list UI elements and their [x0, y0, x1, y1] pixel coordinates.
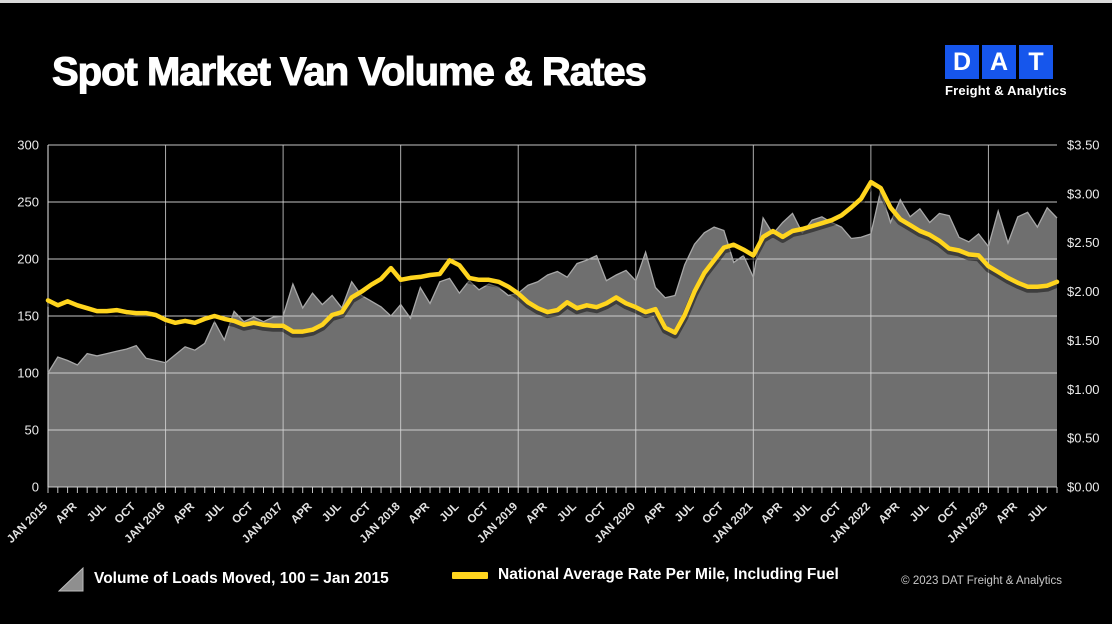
legend-volume: Volume of Loads Moved, 100 = Jan 2015 — [58, 566, 389, 592]
x-axis-tick: OCT — [465, 501, 491, 527]
copyright-text: © 2023 DAT Freight & Analytics — [901, 575, 1062, 587]
x-axis-tick: OCT — [583, 501, 609, 527]
x-axis-tick: OCT — [348, 501, 374, 527]
left-axis-tick: 50 — [25, 423, 39, 438]
x-axis-tick: OCT — [936, 501, 962, 527]
right-axis-tick: $3.50 — [1067, 138, 1100, 153]
page-title: Spot Market Van Volume & Rates — [51, 49, 647, 94]
x-axis-tick: JUL — [673, 501, 697, 525]
right-axis-tick: $3.00 — [1067, 186, 1100, 201]
logo-letter-a: A — [982, 45, 1016, 79]
top-strip — [0, 0, 1112, 3]
x-axis-tick: APR — [54, 500, 80, 526]
x-axis-tick: JUL — [908, 501, 932, 525]
x-axis-tick: APR — [171, 500, 197, 526]
left-axis-tick: 250 — [17, 195, 39, 210]
left-axis-tick: 0 — [32, 480, 39, 495]
logo-subtitle: Freight & Analytics — [945, 83, 1067, 98]
x-axis-tick: OCT — [818, 501, 844, 527]
x-axis-tick: APR — [877, 500, 903, 526]
x-axis-tick: JUL — [790, 501, 814, 525]
volume-area — [48, 190, 1057, 487]
x-axis-tick: APR — [524, 500, 550, 526]
right-axis-tick: $2.00 — [1067, 284, 1100, 299]
volume-area-edge — [47, 188, 1058, 374]
logo-letter-d: D — [945, 45, 979, 79]
left-axis-tick: 100 — [17, 366, 39, 381]
logo-letter-t: T — [1019, 45, 1053, 79]
right-axis-tick: $1.00 — [1067, 382, 1100, 397]
right-axis-tick: $0.50 — [1067, 431, 1100, 446]
rate-line — [45, 179, 1060, 335]
dat-logo-squares: D A T — [945, 45, 1057, 79]
x-axis-tick: OCT — [230, 501, 256, 527]
dat-logo: D A T Freight & Analytics — [945, 45, 1067, 98]
x-axis-tick: JUL — [85, 501, 109, 525]
x-axis-tick: JUL — [555, 501, 579, 525]
x-axis-tick: JUL — [320, 501, 344, 525]
left-axis-tick: 150 — [17, 309, 39, 324]
x-axis-tick: APR — [642, 500, 668, 526]
left-axis-tick: 200 — [17, 252, 39, 267]
area-triangle-icon — [58, 566, 84, 592]
van-volume-rates-chart: 0 50 100 150 200 250 300 $0.00 $0.50 $1.00 $1.50 $2… — [5, 138, 1100, 546]
right-axis-tick: $1.50 — [1067, 333, 1100, 348]
x-axis-tick: JUL — [1025, 501, 1049, 525]
x-axis-tick: OCT — [113, 501, 139, 527]
legend-rate-label: National Average Rate Per Mile, Includin… — [498, 566, 839, 583]
legend-rate: National Average Rate Per Mile, Includin… — [452, 566, 839, 584]
rate-line-swatch — [452, 571, 488, 579]
x-axis-tick: OCT — [700, 501, 726, 527]
x-axis-tick: JUL — [438, 501, 462, 525]
right-axis-tick: $2.50 — [1067, 235, 1100, 250]
x-axis-tick: JAN 2015 — [5, 500, 51, 546]
legend-volume-label: Volume of Loads Moved, 100 = Jan 2015 — [94, 570, 389, 587]
left-axis-tick: 300 — [17, 138, 39, 153]
x-axis-tick: APR — [994, 500, 1020, 526]
x-axis-tick: APR — [407, 500, 433, 526]
x-axis-tick: APR — [759, 500, 785, 526]
right-axis-tick: $0.00 — [1067, 480, 1100, 495]
x-axis-tick: APR — [289, 500, 315, 526]
x-axis-tick: JUL — [203, 501, 227, 525]
